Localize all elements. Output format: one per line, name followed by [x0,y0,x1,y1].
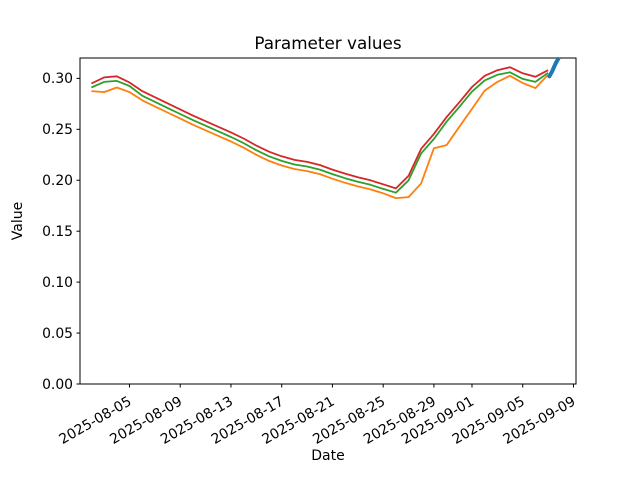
series-orange-line [91,74,549,200]
y-tick-label: 0.30 [42,71,73,87]
axes-border [79,57,577,385]
y-tick-label: 0.00 [42,377,73,393]
y-tick-label: 0.10 [42,275,73,291]
y-tick-label: 0.15 [42,224,73,240]
y-tick-label: 0.05 [42,326,73,342]
chart-title: Parameter values [254,33,401,53]
plot-generated: 0.000.050.100.150.200.250.302025-08-0520… [42,57,578,448]
series-green-line [91,71,549,194]
x-axis-label: Date [311,448,344,464]
y-tick-label: 0.25 [42,122,73,138]
y-axis-label: Value [10,202,26,240]
series-blue-line [547,57,561,79]
series-red-line [91,66,549,190]
y-tick-label: 0.20 [42,173,73,189]
